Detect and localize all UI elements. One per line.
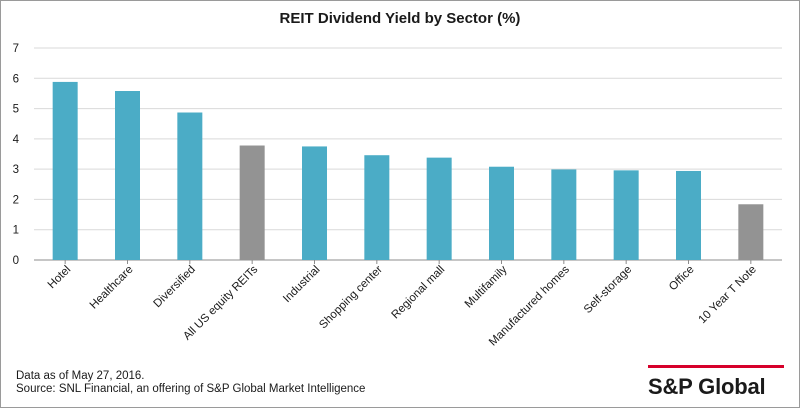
bar xyxy=(239,145,265,260)
source-note: Source: SNL Financial, an offering of S&… xyxy=(16,383,366,395)
chart-title: REIT Dividend Yield by Sector (%) xyxy=(279,10,521,27)
y-tick-label: 7 xyxy=(13,43,19,55)
x-tick-label: Self-storage xyxy=(582,264,634,316)
y-tick-label: 4 xyxy=(13,134,20,146)
bar xyxy=(52,81,78,260)
y-tick-label: 6 xyxy=(13,73,19,85)
bar xyxy=(551,169,577,260)
logo-red-bar xyxy=(648,365,784,368)
x-tick-label: Healthcare xyxy=(88,264,136,312)
bars xyxy=(52,81,764,261)
y-tick-label: 2 xyxy=(13,194,19,206)
sp-global-logo: S&P Global xyxy=(648,365,784,400)
gridlines xyxy=(34,47,782,261)
bar xyxy=(489,166,514,260)
bar xyxy=(676,170,701,260)
x-tick-label: Hotel xyxy=(46,264,73,291)
x-tick-label: 10 Year T Note xyxy=(697,264,759,326)
x-tick-label: Office xyxy=(667,264,697,294)
bar xyxy=(364,155,390,260)
y-tick-label: 1 xyxy=(13,225,19,237)
footer-notes: Data as of May 27, 2016. Source: SNL Fin… xyxy=(16,370,365,396)
x-tick-label: Regional mall xyxy=(390,264,448,322)
y-tick-label: 5 xyxy=(13,104,19,116)
logo-text: S&P Global xyxy=(648,374,766,399)
y-tick-label: 3 xyxy=(13,164,19,176)
x-tick-label: Diversified xyxy=(152,264,198,310)
x-tick-label: Shopping center xyxy=(317,264,385,332)
data-date-note: Data as of May 27, 2016. xyxy=(16,370,145,382)
bar xyxy=(613,170,639,260)
bar xyxy=(302,146,327,260)
x-tick-label: Industrial xyxy=(281,264,322,305)
x-tick-label: Multifamily xyxy=(463,263,510,310)
y-axis-ticks: 0 1 2 3 4 5 6 7 xyxy=(13,43,20,267)
y-tick-label: 0 xyxy=(13,255,19,267)
bar xyxy=(177,112,203,260)
bar xyxy=(738,204,764,260)
bar xyxy=(426,157,452,260)
bar xyxy=(115,91,140,261)
